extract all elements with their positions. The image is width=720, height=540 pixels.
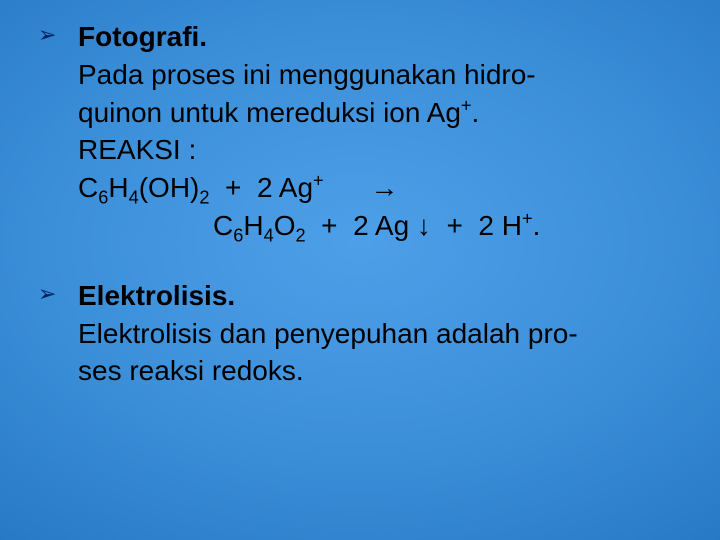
reaction-line: C6H4(OH)2 + 2 Ag+ → [78, 172, 398, 203]
bullet-icon: ➢ [38, 18, 78, 48]
text-line: Pada proses ini menggunakan hidro- [78, 59, 536, 90]
text-line: Elektrolisis dan penyepuhan adalah pro- [78, 318, 578, 349]
slide: ➢ Fotografi. Pada proses ini menggunakan… [0, 0, 720, 540]
text-line: ses reaksi redoks. [78, 355, 304, 386]
bullet-item-fotografi: ➢ Fotografi. Pada proses ini menggunakan… [38, 18, 682, 245]
reaction-line: C6H4O2 + 2 Ag ↓ + 2 H+. [78, 207, 540, 245]
bullet-icon: ➢ [38, 277, 78, 307]
item-content: Fotografi. Pada proses ini menggunakan h… [78, 18, 682, 245]
item-title: Elektrolisis. [78, 280, 235, 311]
text-line: quinon untuk mereduksi ion Ag+. [78, 97, 479, 128]
bullet-item-elektrolisis: ➢ Elektrolisis. Elektrolisis dan penyepu… [38, 277, 682, 390]
item-title: Fotografi. [78, 21, 207, 52]
item-content: Elektrolisis. Elektrolisis dan penyepuha… [78, 277, 682, 390]
text-line: REAKSI : [78, 134, 196, 165]
